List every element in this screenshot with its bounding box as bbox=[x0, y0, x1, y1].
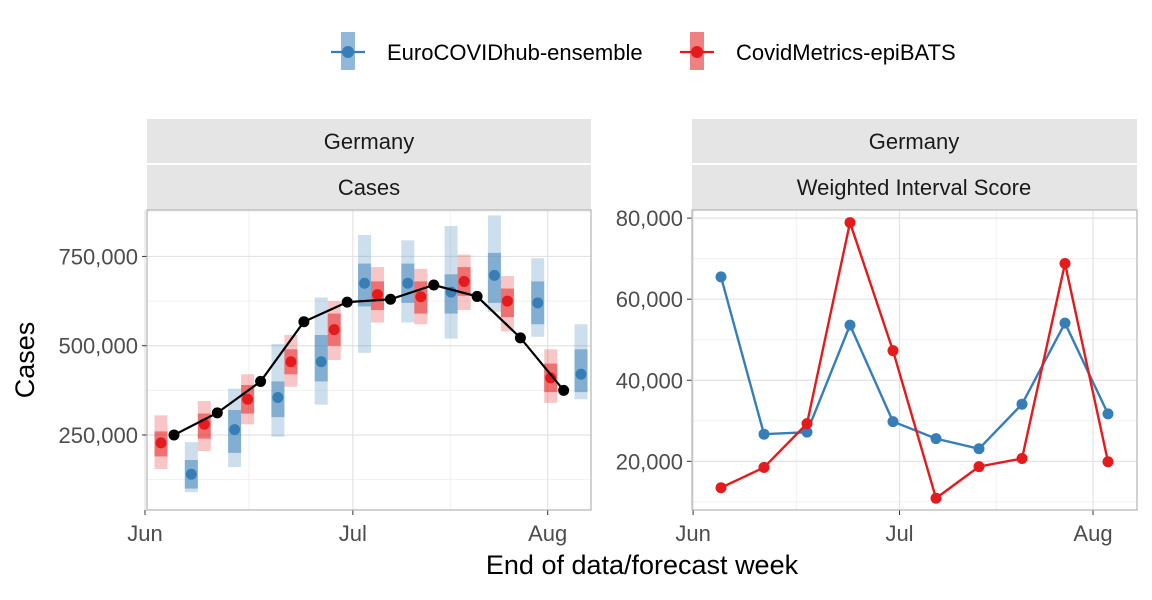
forecast-point bbox=[315, 356, 327, 368]
forecast-point bbox=[532, 297, 544, 309]
panel-cases: Germany Cases 250,000 500,000 750,000 Jun Ju… bbox=[58, 119, 592, 546]
panel-border bbox=[146, 209, 592, 511]
x-tick-label: Jun bbox=[127, 521, 162, 546]
score-point bbox=[1102, 408, 1114, 420]
forecast-point bbox=[242, 393, 254, 405]
strip-top-left-label: Germany bbox=[324, 129, 414, 154]
forecast-point bbox=[185, 468, 197, 480]
forecast-point bbox=[402, 277, 414, 289]
y-tick-label: 250,000 bbox=[58, 423, 138, 448]
legend-key-point bbox=[691, 46, 703, 58]
score-point bbox=[930, 433, 942, 445]
y-tick-label: 500,000 bbox=[58, 334, 138, 359]
strip-bottom-left bbox=[147, 165, 591, 210]
score-point bbox=[715, 271, 727, 283]
y-tick-label: 80,000 bbox=[616, 206, 683, 231]
observed-point bbox=[341, 296, 353, 308]
x-axis-label: End of data/forecast week bbox=[486, 550, 799, 580]
forecast-point bbox=[415, 291, 427, 303]
forecast-point bbox=[155, 437, 167, 449]
strip-top-right-label: Germany bbox=[869, 129, 959, 154]
score-point bbox=[844, 319, 856, 331]
legend-key-point bbox=[342, 46, 354, 58]
legend-label: CovidMetrics-epiBATS bbox=[736, 40, 956, 65]
strip-bottom-right bbox=[692, 165, 1137, 210]
score-line bbox=[720, 218, 1110, 501]
observed-point bbox=[168, 429, 180, 441]
observed-point bbox=[298, 316, 310, 328]
forecast-point bbox=[458, 275, 470, 287]
forecast-point bbox=[501, 295, 513, 307]
score-point bbox=[887, 345, 899, 357]
x-tick-label: Jul bbox=[885, 521, 913, 546]
score-point bbox=[801, 418, 813, 430]
y-tick-label: 20,000 bbox=[616, 449, 683, 474]
score-point bbox=[973, 461, 985, 473]
forecast-point bbox=[229, 424, 241, 436]
observed-point bbox=[211, 407, 223, 419]
score-point bbox=[1059, 317, 1071, 329]
observed-point bbox=[384, 293, 396, 305]
observed-point bbox=[514, 332, 526, 344]
observed-point bbox=[471, 290, 483, 302]
forecast-point bbox=[285, 356, 297, 368]
strip-top-left bbox=[147, 119, 591, 163]
score-point bbox=[930, 492, 942, 504]
x-tick-label: Aug bbox=[1073, 521, 1112, 546]
legend: EuroCOVIDhub-ensemble CovidMetrics-epiBAT… bbox=[331, 32, 956, 70]
score-point bbox=[1059, 258, 1071, 270]
strip-bottom-right-label: Weighted Interval Score bbox=[797, 175, 1031, 200]
forecast-point bbox=[545, 372, 557, 384]
y-tick-label: 750,000 bbox=[58, 244, 138, 269]
observed-point bbox=[558, 384, 570, 396]
x-tick-label: Aug bbox=[528, 521, 567, 546]
forecast-point bbox=[272, 392, 284, 403]
y-tick-label: 60,000 bbox=[616, 287, 683, 312]
y-tick-label: 40,000 bbox=[616, 368, 683, 393]
plot-area-cases: 250,000 500,000 750,000 Jun Jul Aug bbox=[58, 209, 592, 546]
observed-point bbox=[428, 279, 440, 291]
score-point bbox=[1102, 456, 1114, 468]
y-axis-label: Cases bbox=[10, 322, 40, 399]
score-point bbox=[758, 428, 770, 440]
forecast-point bbox=[488, 269, 500, 281]
forecast-point bbox=[575, 368, 587, 380]
observed-line bbox=[173, 283, 565, 436]
score-point bbox=[1016, 453, 1028, 465]
legend-label: EuroCOVIDhub-ensemble bbox=[387, 40, 643, 65]
panel-wis: Germany Weighted Interval Score 20,000 40… bbox=[616, 119, 1138, 546]
forecast-point bbox=[372, 289, 383, 301]
score-point bbox=[973, 443, 985, 455]
score-point bbox=[715, 482, 727, 494]
plot-background bbox=[147, 210, 591, 510]
score-point bbox=[887, 416, 899, 428]
plot-background bbox=[692, 210, 1137, 510]
observed-point bbox=[255, 375, 267, 387]
score-point bbox=[801, 426, 813, 438]
x-tick-label: Jul bbox=[339, 521, 367, 546]
plot-area-wis: 20,000 40,000 60,000 80,000 Jun Jul Aug bbox=[616, 206, 1138, 546]
panel-border bbox=[691, 209, 1138, 511]
score-point bbox=[758, 461, 770, 473]
strip-top-right bbox=[692, 119, 1137, 163]
strip-bottom-left-label: Cases bbox=[338, 175, 400, 200]
score-point bbox=[844, 217, 856, 229]
x-tick-label: Jun bbox=[675, 521, 710, 546]
forecast-point bbox=[328, 324, 340, 336]
score-point bbox=[1016, 398, 1028, 410]
forecast-point bbox=[359, 277, 371, 289]
